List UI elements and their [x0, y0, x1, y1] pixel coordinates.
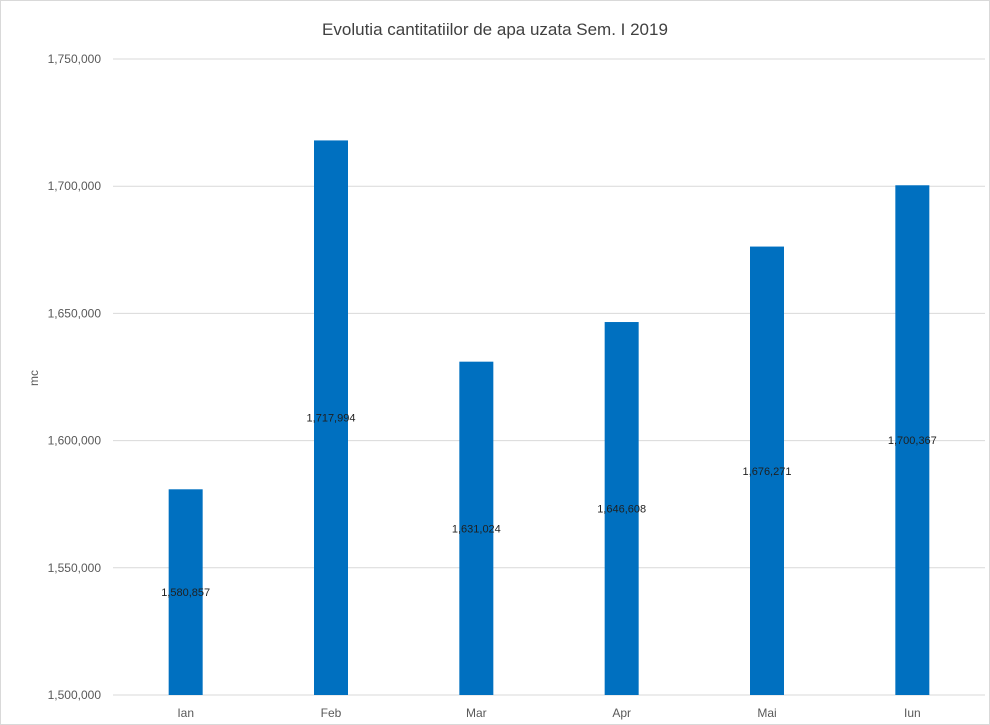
bar-mar	[459, 361, 494, 695]
data-label: 1,580,857	[161, 587, 210, 599]
y-tick-label: 1,650,000	[48, 306, 102, 320]
y-tick-label: 1,750,000	[48, 52, 102, 66]
data-label: 1,646,608	[597, 504, 646, 516]
data-label: 1,676,271	[743, 466, 792, 478]
data-label: 1,717,994	[307, 413, 356, 425]
y-tick-labels: 1,500,000 1,550,000 1,600,000 1,650,000 1,70…	[48, 52, 102, 702]
data-labels: 1,580,857 1,717,994 1,631,024 1,646,608 1,67…	[161, 413, 937, 599]
bar-feb	[314, 140, 348, 695]
y-tick-label: 1,550,000	[48, 561, 102, 575]
bar-ian	[168, 489, 203, 695]
x-tick-label: Iun	[904, 706, 921, 720]
x-tick-label: Feb	[321, 706, 342, 720]
bars	[168, 140, 930, 695]
bar-iun	[895, 185, 930, 695]
y-axis-label: mc	[27, 370, 41, 386]
data-label: 1,700,367	[888, 435, 937, 447]
chart-title: Evolutia cantitatiilor de apa uzata Sem.…	[322, 20, 668, 39]
x-tick-label: Ian	[177, 706, 194, 720]
y-tick-label: 1,600,000	[48, 434, 102, 448]
y-tick-label: 1,500,000	[48, 688, 102, 702]
x-tick-label: Mai	[757, 706, 776, 720]
x-tick-label: Apr	[612, 706, 631, 720]
x-tick-label: Mar	[466, 706, 487, 720]
data-label: 1,631,024	[452, 523, 501, 535]
gridlines	[113, 58, 985, 696]
bar-mai	[750, 246, 784, 695]
y-tick-label: 1,700,000	[48, 179, 102, 193]
x-tick-labels: Ian Feb Mar Apr Mai Iun	[177, 706, 920, 720]
bar-apr	[604, 322, 639, 695]
